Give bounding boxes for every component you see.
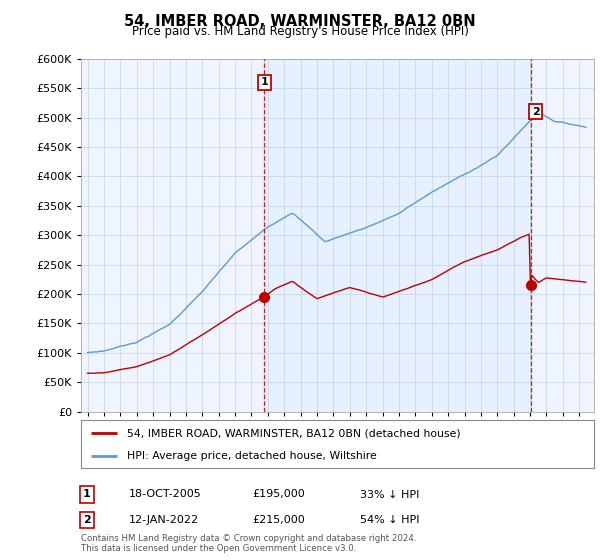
Text: Price paid vs. HM Land Registry's House Price Index (HPI): Price paid vs. HM Land Registry's House … xyxy=(131,25,469,38)
Text: 12-JAN-2022: 12-JAN-2022 xyxy=(129,515,199,525)
Text: 1: 1 xyxy=(260,77,268,87)
Bar xyxy=(265,59,531,412)
Text: £195,000: £195,000 xyxy=(252,489,305,500)
Text: 2: 2 xyxy=(532,107,539,116)
Text: Contains HM Land Registry data © Crown copyright and database right 2024.
This d: Contains HM Land Registry data © Crown c… xyxy=(81,534,416,553)
Text: 1: 1 xyxy=(83,489,91,500)
Text: 18-OCT-2005: 18-OCT-2005 xyxy=(129,489,202,500)
Text: HPI: Average price, detached house, Wiltshire: HPI: Average price, detached house, Wilt… xyxy=(127,451,377,461)
Text: 2: 2 xyxy=(83,515,91,525)
Text: £215,000: £215,000 xyxy=(252,515,305,525)
Text: 54% ↓ HPI: 54% ↓ HPI xyxy=(360,515,419,525)
Text: 54, IMBER ROAD, WARMINSTER, BA12 0BN (detached house): 54, IMBER ROAD, WARMINSTER, BA12 0BN (de… xyxy=(127,428,461,438)
Text: 54, IMBER ROAD, WARMINSTER, BA12 0BN: 54, IMBER ROAD, WARMINSTER, BA12 0BN xyxy=(124,14,476,29)
Text: 33% ↓ HPI: 33% ↓ HPI xyxy=(360,489,419,500)
